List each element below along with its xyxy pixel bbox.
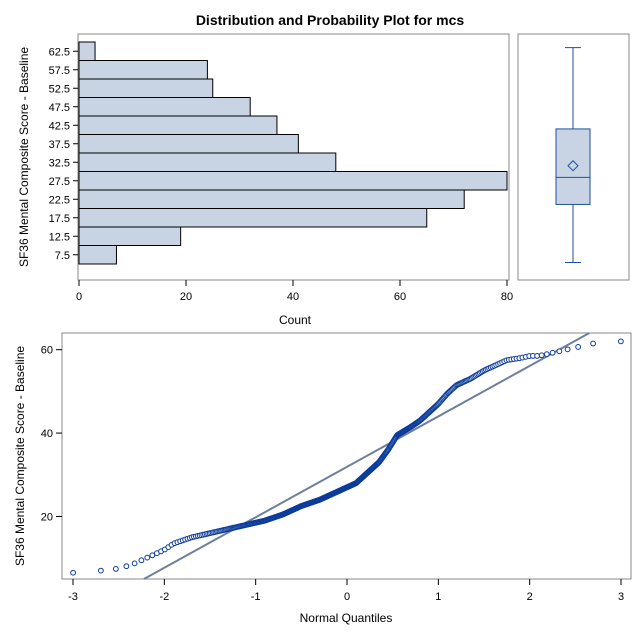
histogram-x-tick-label: 40 bbox=[287, 291, 299, 303]
probability-x-tick-label: 3 bbox=[618, 591, 624, 603]
histogram-y-tick-label: 52.5 bbox=[49, 83, 70, 95]
probability-x-tick-label: 1 bbox=[435, 591, 441, 603]
histogram-y-tick-label: 57.5 bbox=[49, 65, 70, 77]
probability-point bbox=[144, 554, 151, 561]
histogram-y-tick-label: 12.5 bbox=[49, 231, 70, 243]
histogram-y-tick-label: 22.5 bbox=[49, 194, 70, 206]
histogram-panel: 62.5 57.5 52.5 47.5 42.5 37.5 32.5 27.5 22.5 17.5… bbox=[17, 33, 513, 327]
histogram-y-tick-label: 37.5 bbox=[49, 139, 70, 151]
histogram-y-tick-label: 32.5 bbox=[49, 157, 70, 169]
histogram-y-tick-label: 27.5 bbox=[49, 176, 70, 188]
probability-y-tick-label: 60 bbox=[41, 345, 53, 357]
probability-y-ticks: 20 40 60 bbox=[41, 345, 62, 523]
boxplot-box bbox=[555, 128, 591, 205]
probability-x-tick-label: -1 bbox=[251, 591, 261, 603]
probability-point bbox=[575, 344, 582, 350]
probability-point bbox=[97, 567, 104, 574]
histogram-bar bbox=[78, 41, 96, 61]
histogram-bar bbox=[78, 78, 214, 98]
probability-point bbox=[564, 346, 571, 353]
histogram-bar bbox=[78, 134, 299, 154]
histogram-y-tick-label: 17.5 bbox=[49, 213, 70, 225]
histogram-x-tick-label: 0 bbox=[76, 291, 82, 303]
histogram-x-axis-label: Count bbox=[279, 313, 312, 327]
probability-x-tick-label: 0 bbox=[344, 591, 350, 603]
probability-plot-panel: -3 -2 -1 0 1 2 3 20 40 60 Normal Quantiles SF36 … bbox=[13, 332, 632, 625]
histogram-x-tick-label: 20 bbox=[180, 291, 192, 303]
reference-line bbox=[143, 332, 590, 580]
probability-x-tick-label: 2 bbox=[527, 591, 533, 603]
probability-point bbox=[149, 552, 156, 559]
histogram-bar bbox=[78, 171, 508, 191]
boxplot-marks bbox=[555, 47, 591, 264]
page-title: Distribution and Probability Plot for mc… bbox=[196, 12, 465, 28]
reference-line-group bbox=[143, 332, 590, 580]
probability-point bbox=[123, 563, 130, 570]
histogram-bar bbox=[78, 226, 182, 246]
probability-x-tick-label: -3 bbox=[68, 591, 78, 603]
histogram-y-tick-label: 42.5 bbox=[49, 120, 70, 132]
probability-point bbox=[549, 349, 556, 356]
histogram-bars bbox=[78, 41, 508, 265]
boxplot-panel bbox=[517, 33, 630, 281]
histogram-x-ticks: 0 20 40 60 80 bbox=[76, 280, 513, 303]
probability-y-axis-label: SF36 Mental Composite Score - Baseline bbox=[13, 346, 27, 566]
histogram-y-ticks: 62.5 57.5 52.5 47.5 42.5 37.5 32.5 27.5 22.5 17.5… bbox=[49, 46, 78, 262]
probability-point bbox=[131, 560, 138, 567]
probability-point bbox=[538, 352, 545, 359]
probability-point bbox=[590, 340, 597, 347]
probability-point bbox=[543, 351, 550, 358]
histogram-y-tick-label: 62.5 bbox=[49, 46, 70, 58]
probability-y-tick-label: 20 bbox=[41, 511, 53, 523]
histogram-bar bbox=[78, 60, 208, 80]
histogram-bar bbox=[78, 245, 117, 265]
histogram-y-axis-label: SF36 Mental Composite Score - Baseline bbox=[17, 47, 31, 267]
probability-x-axis-label: Normal Quantiles bbox=[300, 611, 393, 625]
histogram-y-tick-label: 47.5 bbox=[49, 102, 70, 114]
probability-point bbox=[617, 338, 624, 345]
probability-point bbox=[70, 569, 77, 576]
probability-point bbox=[112, 565, 119, 572]
histogram-bar bbox=[78, 189, 465, 209]
histogram-bar bbox=[78, 115, 278, 135]
probability-x-tick-label: -2 bbox=[159, 591, 169, 603]
probability-points bbox=[70, 338, 624, 576]
probability-plot-frame bbox=[61, 332, 632, 580]
histogram-x-tick-label: 80 bbox=[501, 291, 513, 303]
boxplot-frame bbox=[517, 33, 630, 281]
probability-point bbox=[556, 348, 563, 355]
probability-y-tick-label: 40 bbox=[41, 428, 53, 440]
probability-point bbox=[534, 353, 541, 359]
histogram-y-tick-label: 7.5 bbox=[55, 250, 70, 262]
histogram-bar bbox=[78, 97, 251, 117]
histogram-x-tick-label: 60 bbox=[394, 291, 406, 303]
probability-x-ticks: -3 -2 -1 0 1 2 3 bbox=[68, 579, 624, 603]
probability-point bbox=[138, 557, 145, 564]
boxplot-mean-marker bbox=[567, 160, 579, 172]
histogram-bar bbox=[78, 152, 337, 172]
histogram-bar bbox=[78, 208, 428, 228]
